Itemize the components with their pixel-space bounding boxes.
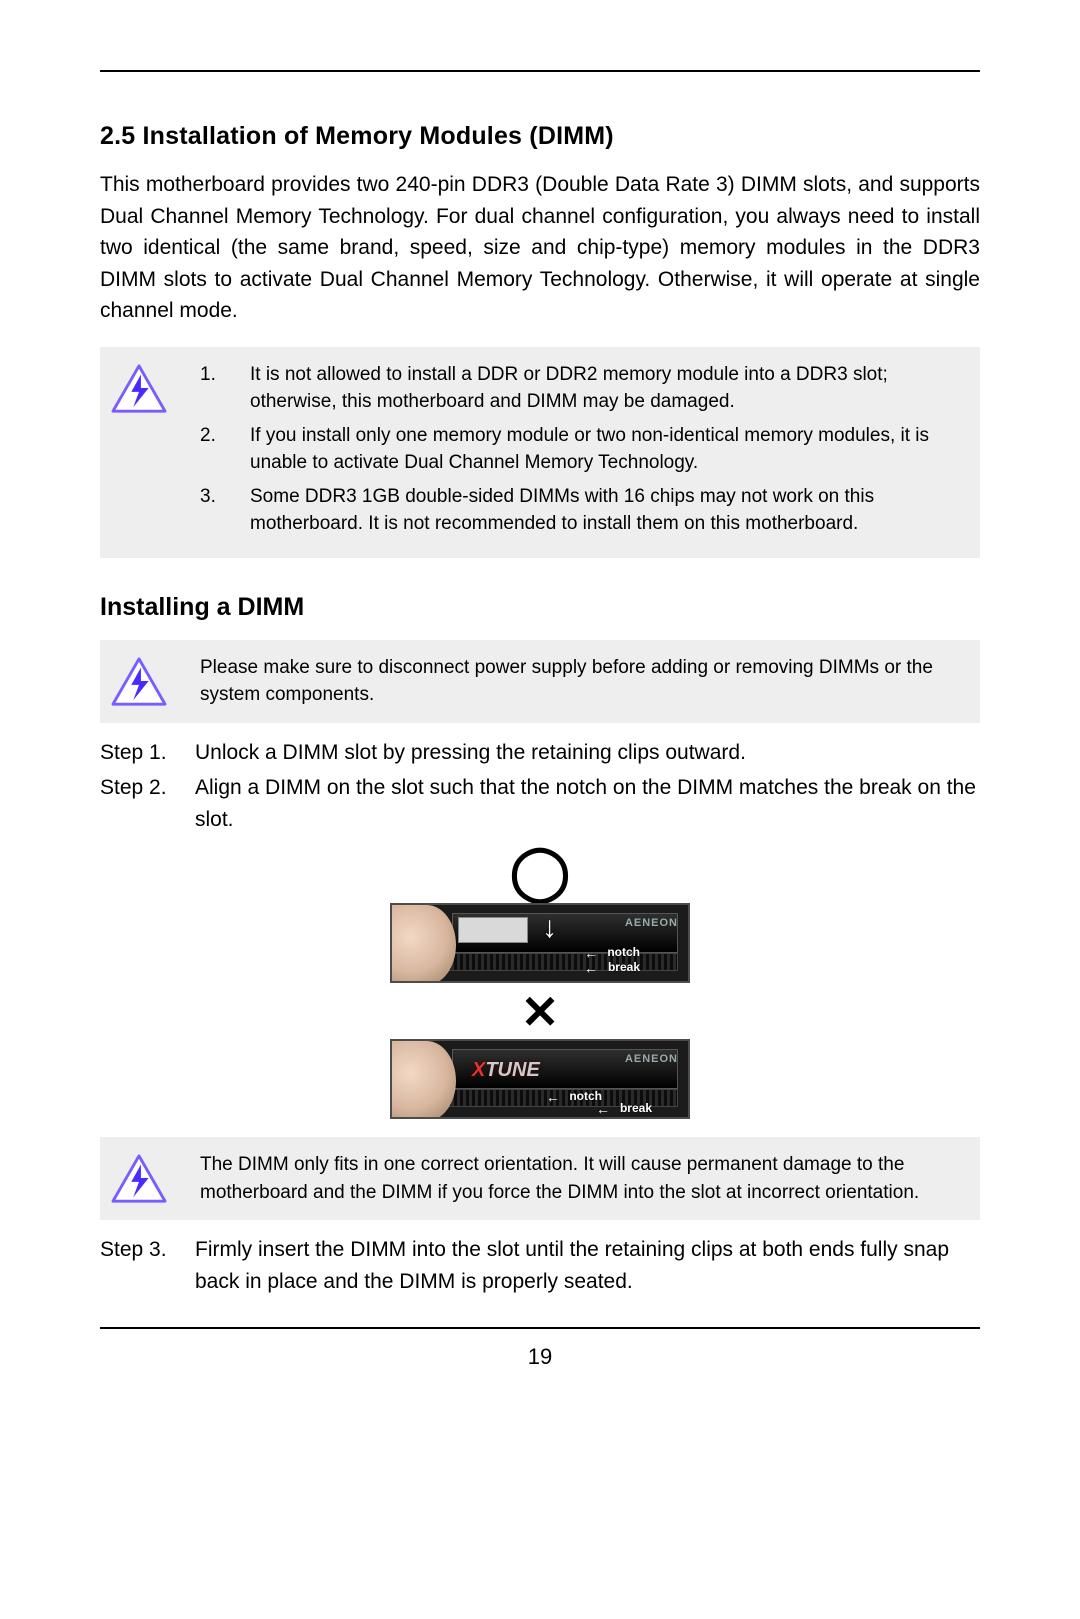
lightning-icon xyxy=(110,361,180,415)
list-text: If you install only one memory module or… xyxy=(250,422,962,477)
list-text: Some DDR3 1GB double-sided DIMMs with 16… xyxy=(250,483,962,538)
caution-note-3: The DIMM only fits in one correct orient… xyxy=(100,1137,980,1220)
bottom-rule xyxy=(100,1327,980,1329)
section-intro: This motherboard provides two 240-pin DD… xyxy=(100,169,980,327)
top-rule xyxy=(100,70,980,72)
break-label: break xyxy=(620,1101,652,1115)
wrong-symbol-icon: ✕ xyxy=(521,989,560,1035)
brand-label: AENEON xyxy=(625,1053,678,1065)
step-row: Step 2. Align a DIMM on the slot such th… xyxy=(100,772,980,835)
dimm-alignment-figure: ◯ AENEON ↓ ← ← notch break ✕ AENEON XTUN… xyxy=(100,845,980,1119)
caution-note-3-text: The DIMM only fits in one correct orient… xyxy=(180,1151,962,1206)
arrow-down-icon: ↓ xyxy=(542,911,557,945)
page-number: 19 xyxy=(100,1344,980,1370)
arrow-left-icon: ← xyxy=(596,1101,610,1117)
caution-note-2-text: Please make sure to disconnect power sup… xyxy=(180,654,962,709)
arrow-left-icon: ← xyxy=(584,945,598,961)
step-label: Step 3. xyxy=(100,1234,195,1297)
steps-block-b: Step 3. Firmly insert the DIMM into the … xyxy=(100,1234,980,1297)
caution-list: 1. It is not allowed to install a DDR or… xyxy=(200,361,962,538)
step-text: Unlock a DIMM slot by pressing the retai… xyxy=(195,737,980,769)
section-heading: 2.5 Installation of Memory Modules (DIMM… xyxy=(100,122,980,151)
caution-note-1-content: 1. It is not allowed to install a DDR or… xyxy=(180,361,962,544)
list-number: 1. xyxy=(200,361,250,416)
arrow-left-icon: ← xyxy=(546,1089,560,1105)
correct-symbol-icon: ◯ xyxy=(510,845,570,899)
step-label: Step 1. xyxy=(100,737,195,769)
xtune-logo: XTUNE xyxy=(472,1059,540,1082)
section-number: 2.5 xyxy=(100,122,135,150)
notch-label: notch xyxy=(569,1089,602,1103)
dimm-photo-wrong: AENEON XTUNE ← ← notch break xyxy=(390,1039,690,1119)
list-number: 2. xyxy=(200,422,250,477)
caution-item: 1. It is not allowed to install a DDR or… xyxy=(200,361,962,416)
caution-note-1: 1. It is not allowed to install a DDR or… xyxy=(100,347,980,558)
list-number: 3. xyxy=(200,483,250,538)
step-label: Step 2. xyxy=(100,772,195,835)
arrow-left-icon: ← xyxy=(584,960,598,976)
subsection-heading: Installing a DIMM xyxy=(100,593,980,622)
dimm-photo-correct: AENEON ↓ ← ← notch break xyxy=(390,903,690,983)
break-label: break xyxy=(608,960,640,974)
page-content: 2.5 Installation of Memory Modules (DIMM… xyxy=(0,0,1080,1420)
step-row: Step 3. Firmly insert the DIMM into the … xyxy=(100,1234,980,1297)
caution-note-2: Please make sure to disconnect power sup… xyxy=(100,640,980,723)
brand-label: AENEON xyxy=(625,917,678,929)
caution-item: 2. If you install only one memory module… xyxy=(200,422,962,477)
lightning-icon xyxy=(110,1151,180,1205)
steps-block-a: Step 1. Unlock a DIMM slot by pressing t… xyxy=(100,737,980,836)
lightning-icon xyxy=(110,654,180,708)
step-row: Step 1. Unlock a DIMM slot by pressing t… xyxy=(100,737,980,769)
caution-item: 3. Some DDR3 1GB double-sided DIMMs with… xyxy=(200,483,962,538)
step-text: Firmly insert the DIMM into the slot unt… xyxy=(195,1234,980,1297)
notch-label: notch xyxy=(607,945,640,959)
step-text: Align a DIMM on the slot such that the n… xyxy=(195,772,980,835)
list-text: It is not allowed to install a DDR or DD… xyxy=(250,361,962,416)
section-title-text: Installation of Memory Modules (DIMM) xyxy=(143,122,614,150)
